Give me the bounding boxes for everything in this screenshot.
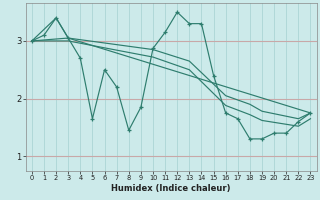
X-axis label: Humidex (Indice chaleur): Humidex (Indice chaleur) [111,184,231,193]
